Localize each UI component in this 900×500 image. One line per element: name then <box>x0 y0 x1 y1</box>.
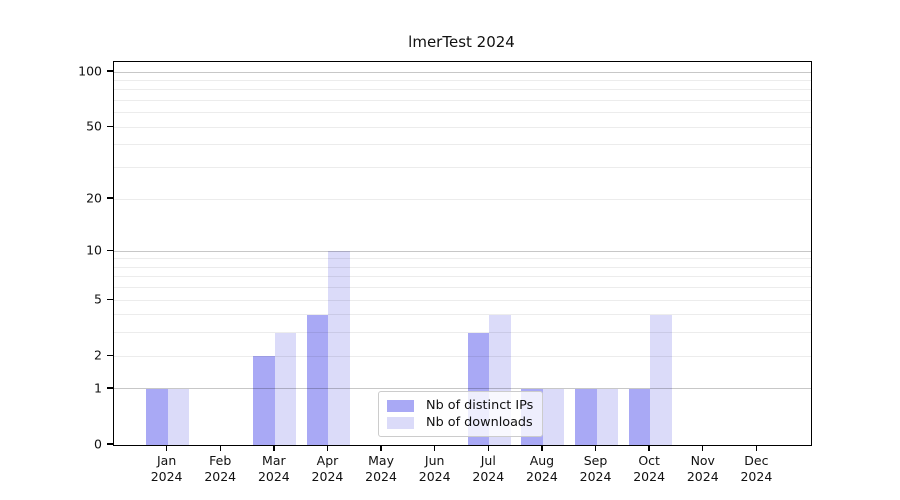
gridline-minor <box>114 276 811 278</box>
gridline-major <box>114 71 811 73</box>
x-axis-tick-label: Feb 2024 <box>204 453 237 485</box>
bar-nb-of-distinct-ips-Jan <box>146 389 168 445</box>
plot-area <box>113 61 812 446</box>
x-axis-tick-label: May 2024 <box>365 453 397 485</box>
x-axis-tick <box>541 445 543 451</box>
bar-nb-of-distinct-ips-Sep <box>575 389 597 445</box>
y-axis-tick-label: 20 <box>86 190 102 206</box>
bar-nb-of-distinct-ips-Oct <box>628 389 651 445</box>
gridline-minor <box>114 332 811 334</box>
y-axis-tick <box>107 443 113 445</box>
y-axis-tick-label: 10 <box>86 242 102 258</box>
legend-swatch-distinct-ips <box>387 399 414 412</box>
x-axis-tick <box>594 445 597 451</box>
x-axis-tick <box>326 445 329 451</box>
x-axis-tick-label: Dec 2024 <box>740 453 773 485</box>
gridline-minor <box>114 314 811 316</box>
x-axis-tick-label: Aug 2024 <box>526 453 558 485</box>
legend-item-downloads: Nb of downloads <box>387 415 534 430</box>
gridline-minor <box>114 80 811 82</box>
x-axis-tick <box>755 445 758 451</box>
y-axis-tick <box>107 125 113 127</box>
x-axis-tick <box>487 445 489 451</box>
legend-item-distinct-ips: Nb of distinct IPs <box>387 398 534 413</box>
y-axis-tick <box>107 70 113 72</box>
gridline-major <box>114 388 811 390</box>
x-axis-tick-label: Jul 2024 <box>472 453 505 485</box>
gridline-minor <box>114 355 811 357</box>
gridline-minor <box>114 112 811 114</box>
gridline-minor <box>114 198 811 200</box>
y-axis-tick-label: 50 <box>86 118 102 134</box>
bar-nb-of-downloads-Jan <box>167 389 190 445</box>
chart-title: lmerTest 2024 <box>408 33 515 51</box>
x-axis-tick-label: Apr 2024 <box>311 453 344 485</box>
gridline-minor <box>114 287 811 289</box>
legend-label-downloads: Nb of downloads <box>426 415 533 430</box>
x-axis-tick-label: Sep 2024 <box>579 453 612 485</box>
bar-nb-of-distinct-ips-Mar <box>253 356 275 445</box>
x-axis-tick-label: Oct 2024 <box>633 453 666 485</box>
y-axis-tick <box>107 354 113 356</box>
gridline-minor <box>114 266 811 268</box>
gridline-minor <box>114 100 811 102</box>
y-axis-tick <box>107 298 113 300</box>
gridline-minor <box>114 299 811 301</box>
gridline-minor <box>114 258 811 260</box>
gridline-minor <box>114 89 811 91</box>
y-axis-tick <box>107 197 113 199</box>
y-axis-tick <box>107 249 113 251</box>
x-axis-tick <box>380 445 382 451</box>
gridline-minor <box>114 167 811 169</box>
x-axis-tick-label: Nov 2024 <box>686 453 719 485</box>
y-axis-tick-label: 100 <box>78 63 102 79</box>
x-axis-tick <box>165 445 168 451</box>
x-axis-tick-label: Mar 2024 <box>257 453 290 485</box>
bar-nb-of-downloads-Aug <box>542 389 565 445</box>
bar-nb-of-downloads-Oct <box>650 314 672 445</box>
x-axis-tick <box>433 445 436 451</box>
y-axis-tick-label: 1 <box>94 380 102 396</box>
gridline-major <box>114 250 811 252</box>
bar-nb-of-downloads-Sep <box>596 389 619 445</box>
y-axis-tick-label: 5 <box>94 291 102 307</box>
x-axis-tick <box>219 445 221 451</box>
legend-swatch-downloads <box>387 416 414 429</box>
y-axis-tick <box>107 387 113 389</box>
gridline-minor <box>114 144 811 146</box>
y-axis-tick-label: 2 <box>94 347 102 363</box>
legend-label-distinct-ips: Nb of distinct IPs <box>426 398 534 413</box>
x-axis-tick <box>648 445 650 451</box>
gridline-minor <box>114 126 811 128</box>
x-axis-tick-label: Jan 2024 <box>150 453 183 485</box>
x-axis-tick <box>702 445 704 451</box>
x-axis-tick <box>273 445 275 451</box>
y-axis-tick-label: 0 <box>94 436 102 452</box>
bar-nb-of-distinct-ips-Apr <box>306 314 329 445</box>
x-axis-tick-label: Jun 2024 <box>418 453 451 485</box>
legend: Nb of distinct IPs Nb of downloads <box>378 391 543 437</box>
bar-nb-of-downloads-Apr <box>328 251 350 445</box>
bar-nb-of-downloads-Mar <box>274 333 297 445</box>
